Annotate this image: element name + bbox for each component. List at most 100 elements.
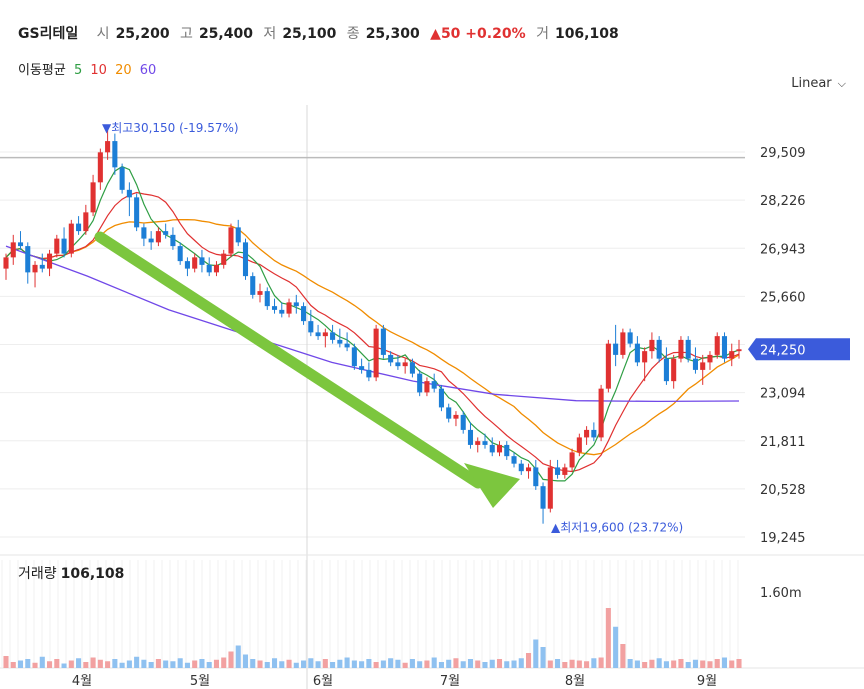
candle-body: [729, 351, 735, 359]
candle: [286, 298, 292, 318]
volume-bar: [656, 658, 662, 668]
candle-body: [613, 343, 619, 355]
volume-bar: [388, 658, 394, 668]
candle-body: [39, 264, 45, 269]
volume-bar: [330, 662, 336, 668]
ma-20-label[interactable]: 20: [115, 63, 132, 78]
volume-axis-tick: 1.60m: [760, 586, 802, 601]
candle: [373, 324, 379, 382]
volume-bar: [402, 662, 408, 668]
candle: [540, 482, 546, 524]
volume-bar: [424, 660, 430, 668]
volume-bar: [649, 659, 655, 668]
candle-body: [112, 141, 118, 168]
candle-body: [671, 358, 677, 382]
current-price-tag-bg: [748, 338, 850, 361]
candle-body: [68, 223, 74, 254]
volume-bar: [177, 658, 183, 668]
candle: [192, 253, 198, 273]
close-label: 종: [346, 26, 360, 42]
volume-bar: [344, 657, 350, 668]
candle-body: [61, 238, 67, 254]
volume-bar: [366, 659, 372, 668]
candle-body: [105, 141, 111, 153]
candle-body: [525, 467, 532, 472]
candle-body: [380, 328, 386, 355]
ma-10-label[interactable]: 10: [90, 63, 107, 78]
candle: [569, 448, 575, 472]
candle-body: [271, 306, 278, 310]
x-tick-label: 4월: [72, 674, 92, 689]
volume-bar: [257, 660, 263, 668]
volume-bar: [380, 660, 386, 668]
candle: [54, 234, 60, 258]
candle: [671, 354, 677, 389]
volume-bar: [584, 661, 590, 668]
volume-bar: [293, 662, 299, 668]
candle: [525, 463, 532, 479]
x-tick-label: 5월: [190, 674, 210, 689]
candle-body: [228, 227, 234, 254]
candle: [613, 324, 619, 367]
volume-bar: [184, 662, 190, 668]
candle-body: [511, 456, 517, 464]
candle: [700, 354, 706, 385]
candle-body: [213, 264, 220, 273]
candle-body: [90, 182, 96, 213]
volume-bar: [634, 660, 640, 668]
candle: [438, 384, 444, 412]
candle-body: [163, 231, 169, 235]
volume-bar: [496, 659, 503, 668]
candle: [533, 459, 539, 490]
candle-body: [547, 467, 553, 509]
candle-body: [301, 306, 307, 322]
candle-body: [598, 388, 604, 438]
volume-bar: [678, 659, 684, 668]
candle: [482, 433, 488, 449]
candle-body: [250, 276, 256, 295]
volume-panel-title: 거래량: [18, 566, 57, 582]
y-tick-label: 25,660: [760, 290, 806, 305]
candle: [322, 328, 328, 348]
volume-bar: [235, 645, 241, 668]
y-tick-label: 28,226: [760, 194, 806, 209]
low-value: 25,100: [282, 26, 337, 42]
close-value: 25,300: [365, 26, 420, 42]
candle: [228, 223, 234, 258]
volume-bar: [308, 658, 314, 668]
volume-bar: [431, 657, 437, 668]
candle: [141, 223, 147, 247]
ma10-line: [5, 191, 740, 473]
candle: [206, 257, 212, 277]
volume-bar: [685, 662, 691, 668]
volume-bar: [126, 660, 132, 668]
candle-body: [308, 321, 314, 333]
volume-bar: [518, 658, 524, 668]
volume-bar: [32, 662, 38, 668]
volume-bar: [163, 660, 169, 668]
candle: [76, 216, 82, 235]
candle: [380, 324, 386, 359]
candle: [685, 336, 691, 363]
candle: [467, 422, 474, 449]
volume-bar: [547, 660, 553, 668]
candle: [562, 463, 568, 479]
candle: [105, 127, 111, 160]
candle: [315, 324, 321, 340]
candle-body: [134, 197, 140, 228]
y-tick-label: 20,528: [760, 483, 806, 498]
ma-60-label[interactable]: 60: [139, 63, 157, 78]
candle-body: [344, 343, 350, 348]
scale-selector[interactable]: Linear ⌵: [791, 76, 846, 91]
candle-body: [359, 366, 365, 370]
candle: [366, 362, 372, 382]
ma20-line: [5, 219, 740, 456]
candle-body: [119, 167, 125, 190]
volume-bar: [714, 659, 720, 668]
candle-body: [569, 452, 575, 468]
candle-body: [736, 349, 742, 352]
ma-5-label[interactable]: 5: [73, 63, 83, 78]
volume-bar: [61, 663, 67, 668]
quote-summary: GS리테일 시 25,200 고 25,400 저 25,100 종 25,300 ▲5…: [18, 23, 625, 43]
